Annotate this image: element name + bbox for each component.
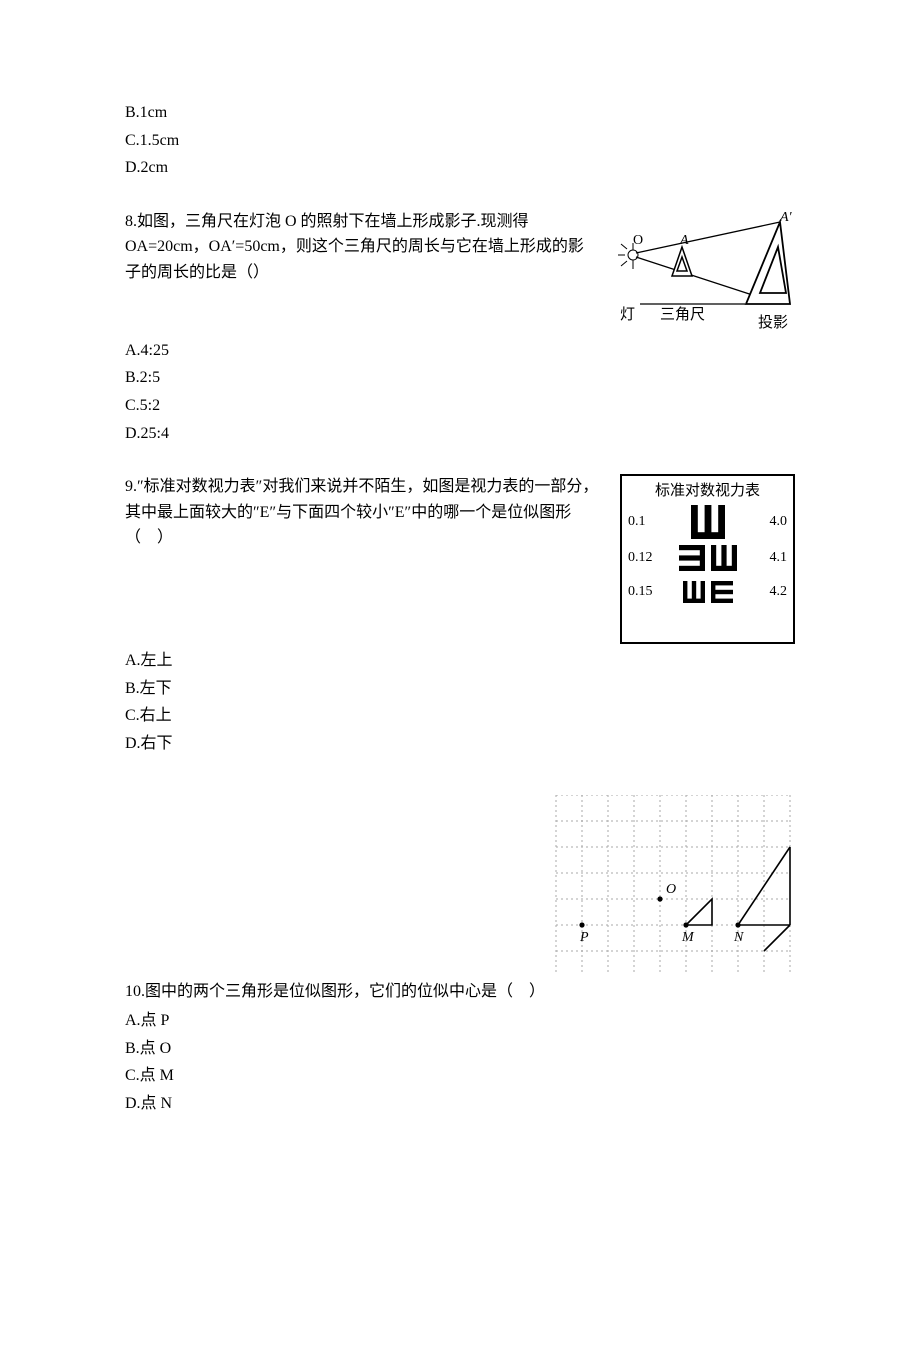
q8-label-shadow: 投影 (758, 314, 788, 331)
q8-label-A: A (679, 233, 689, 248)
q9-option-a: A.左上 (125, 648, 795, 674)
q7-option-d: D.2cm (125, 155, 795, 181)
q10-option-d: D.点 N (125, 1091, 795, 1117)
q9-row2-center (679, 545, 737, 571)
q9-chart-title: 标准对数视力表 (622, 476, 793, 503)
q9-option-c: C.右上 (125, 703, 795, 729)
q9-option-d: D.右下 (125, 731, 795, 757)
q8-small-triangle (672, 247, 692, 276)
q8-label-ruler: 三角尺 (660, 306, 705, 323)
q8-option-b: B.2:5 (125, 365, 795, 391)
svg-text:P: P (579, 930, 589, 945)
q10-figure: P O M N (550, 795, 795, 975)
q9-row3-center (683, 581, 733, 603)
e-icon-up-small (683, 581, 705, 603)
q9-row3-left: 0.15 (628, 581, 653, 603)
q9-row1-left: 0.1 (628, 511, 646, 533)
question-8: O A A′ (125, 209, 795, 446)
q8-option-c: C.5:2 (125, 393, 795, 419)
q10-option-c: C.点 M (125, 1063, 795, 1089)
q9-option-b: B.左下 (125, 676, 795, 702)
q9-row1-center (691, 505, 725, 539)
e-icon-up-large (691, 505, 725, 539)
q9-row1-right: 4.0 (770, 511, 788, 533)
q8-large-triangle (746, 222, 790, 304)
q7-option-b: B.1cm (125, 100, 795, 126)
q9-row3-right: 4.2 (770, 581, 788, 603)
svg-text:M: M (681, 930, 695, 945)
e-icon-up (711, 545, 737, 571)
q8-option-d: D.25:4 (125, 421, 795, 447)
q9-row-3: 0.15 (622, 575, 793, 609)
q9-figure: 标准对数视力表 0.1 4.0 (620, 474, 795, 644)
q7-option-c: C.1.5cm (125, 128, 795, 154)
q9-row-2: 0.12 (622, 541, 793, 575)
e-icon-right (711, 581, 733, 603)
question-10: POMN 10.图中的两个三角形是位似图形，它们的位似中心是（ ） A.点 P … (125, 795, 795, 1117)
q9-row2-left: 0.12 (628, 547, 653, 569)
q9-row-1: 0.1 4.0 (622, 503, 793, 541)
q10-option-b: B.点 O (125, 1036, 795, 1062)
q10-option-a: A.点 P (125, 1008, 795, 1034)
svg-text:N: N (733, 930, 744, 945)
q9-row2-right: 4.1 (770, 547, 788, 569)
q8-label-O: O (633, 233, 643, 248)
question-9: 标准对数视力表 0.1 4.0 (125, 474, 795, 756)
q8-figure: O A A′ (600, 209, 795, 334)
q7-partial: B.1cm C.1.5cm D.2cm (125, 100, 795, 181)
q8-option-a: A.4:25 (125, 338, 795, 364)
q8-label-lamp: 灯 (620, 306, 635, 323)
e-icon-left (679, 545, 705, 571)
q8-label-Aprime: A′ (779, 210, 793, 225)
svg-text:O: O (666, 882, 676, 897)
